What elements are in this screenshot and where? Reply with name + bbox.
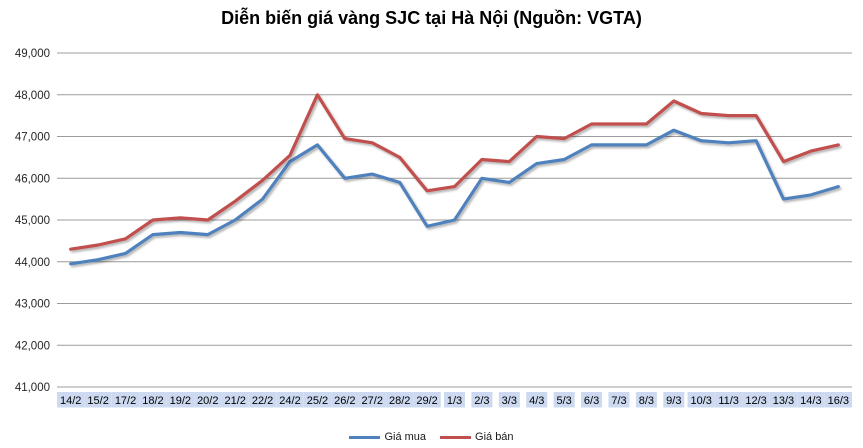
x-tick-label: 15/2 — [87, 395, 108, 407]
x-tick-highlight — [331, 392, 359, 408]
x-tick-label: 24/2 — [279, 395, 300, 407]
x-tick-highlight — [358, 392, 386, 408]
x-tick-highlight — [84, 392, 112, 408]
y-axis-labels: 41,000 42,000 43,000 44,000 45,000 46,000 47,0… — [15, 48, 50, 394]
y-tick-label: 49,000 — [15, 48, 50, 60]
x-tick-label: 16/3 — [828, 395, 849, 407]
legend-item-gia-ban: Giá bán — [440, 431, 514, 443]
x-axis-labels: 14/2 15/2 17/2 18/2 19/2 20/2 21/2 22/2 24/2 25/2… — [57, 392, 852, 408]
x-tick-highlight — [166, 392, 195, 408]
series-gia-ban-line — [69, 93, 840, 251]
x-tick-label: 14/2 — [60, 395, 81, 407]
x-tick-highlight — [581, 392, 603, 408]
gia-mua-line-swatch — [349, 435, 381, 439]
x-tick-highlight — [797, 392, 825, 408]
y-tick-label: 45,000 — [15, 215, 50, 227]
x-tick-highlight — [221, 392, 249, 408]
legend-label: Giá bán — [475, 431, 514, 443]
x-tick-label: 1/3 — [447, 395, 462, 407]
y-tick-label: 43,000 — [15, 299, 50, 311]
x-tick-highlight — [276, 392, 304, 408]
x-tick-highlight — [742, 392, 770, 408]
x-tick-highlight — [687, 392, 715, 408]
x-tick-label: 27/2 — [362, 395, 383, 407]
x-tick-label: 13/3 — [773, 395, 794, 407]
x-tick-label: 5/3 — [557, 395, 572, 407]
gia-ban-line-swatch — [440, 435, 472, 439]
x-tick-label: 6/3 — [584, 395, 599, 407]
x-tick-label: 26/2 — [334, 395, 355, 407]
x-tick-highlight — [769, 392, 798, 408]
x-tick-highlight — [663, 392, 685, 408]
y-tick-label: 48,000 — [15, 90, 50, 102]
x-tick-label: 7/3 — [611, 395, 626, 407]
legend-label: Giá mua — [384, 431, 427, 443]
y-tick-label: 44,000 — [15, 257, 50, 269]
chart-legend: Giá mua Giá bán — [0, 431, 863, 443]
x-tick-highlight — [526, 392, 548, 408]
chart-title: Diễn biến giá vàng SJC tại Hà Nội (Nguồn… — [221, 8, 642, 28]
y-tick-label: 42,000 — [15, 340, 50, 352]
x-tick-label: 19/2 — [170, 395, 191, 407]
legend-item-gia-mua: Giá mua — [349, 431, 426, 443]
y-tick-label: 41,000 — [15, 382, 50, 394]
x-tick-highlight — [608, 392, 630, 408]
x-tick-label: 29/2 — [416, 395, 437, 407]
x-tick-label: 18/2 — [142, 395, 163, 407]
x-tick-highlight — [386, 392, 414, 408]
x-tick-label: 25/2 — [307, 395, 328, 407]
x-tick-highlight — [413, 392, 441, 408]
x-tick-label: 3/3 — [502, 395, 517, 407]
x-tick-highlight — [444, 392, 465, 408]
x-tick-highlight — [303, 392, 332, 408]
x-tick-label: 14/3 — [800, 395, 821, 407]
x-tick-label: 10/3 — [691, 395, 712, 407]
x-tick-label: 22/2 — [252, 395, 273, 407]
x-tick-highlight — [57, 392, 85, 408]
x-tick-label: 17/2 — [115, 395, 136, 407]
x-tick-label: 21/2 — [224, 395, 245, 407]
x-tick-label: 9/3 — [666, 395, 681, 407]
x-tick-highlight — [471, 392, 493, 408]
x-tick-label: 4/3 — [529, 395, 544, 407]
x-tick-highlight — [111, 392, 140, 408]
x-tick-highlight — [714, 392, 743, 408]
x-tick-label: 8/3 — [639, 395, 654, 407]
series-gia-mua-line — [69, 128, 840, 266]
x-tick-highlight — [553, 392, 575, 408]
x-tick-highlight — [824, 392, 852, 408]
x-tick-label: 11/3 — [718, 395, 739, 407]
x-tick-highlight — [635, 392, 657, 408]
y-tick-label: 46,000 — [15, 173, 50, 185]
x-tick-label: 12/3 — [745, 395, 766, 407]
x-tick-highlight — [139, 392, 167, 408]
y-tick-label: 47,000 — [15, 132, 50, 144]
x-tick-highlight — [248, 392, 277, 408]
x-tick-label: 2/3 — [474, 395, 489, 407]
x-tick-highlight — [498, 392, 520, 408]
x-tick-label: 20/2 — [197, 395, 218, 407]
x-tick-highlight — [194, 392, 222, 408]
x-tick-label: 28/2 — [389, 395, 410, 407]
